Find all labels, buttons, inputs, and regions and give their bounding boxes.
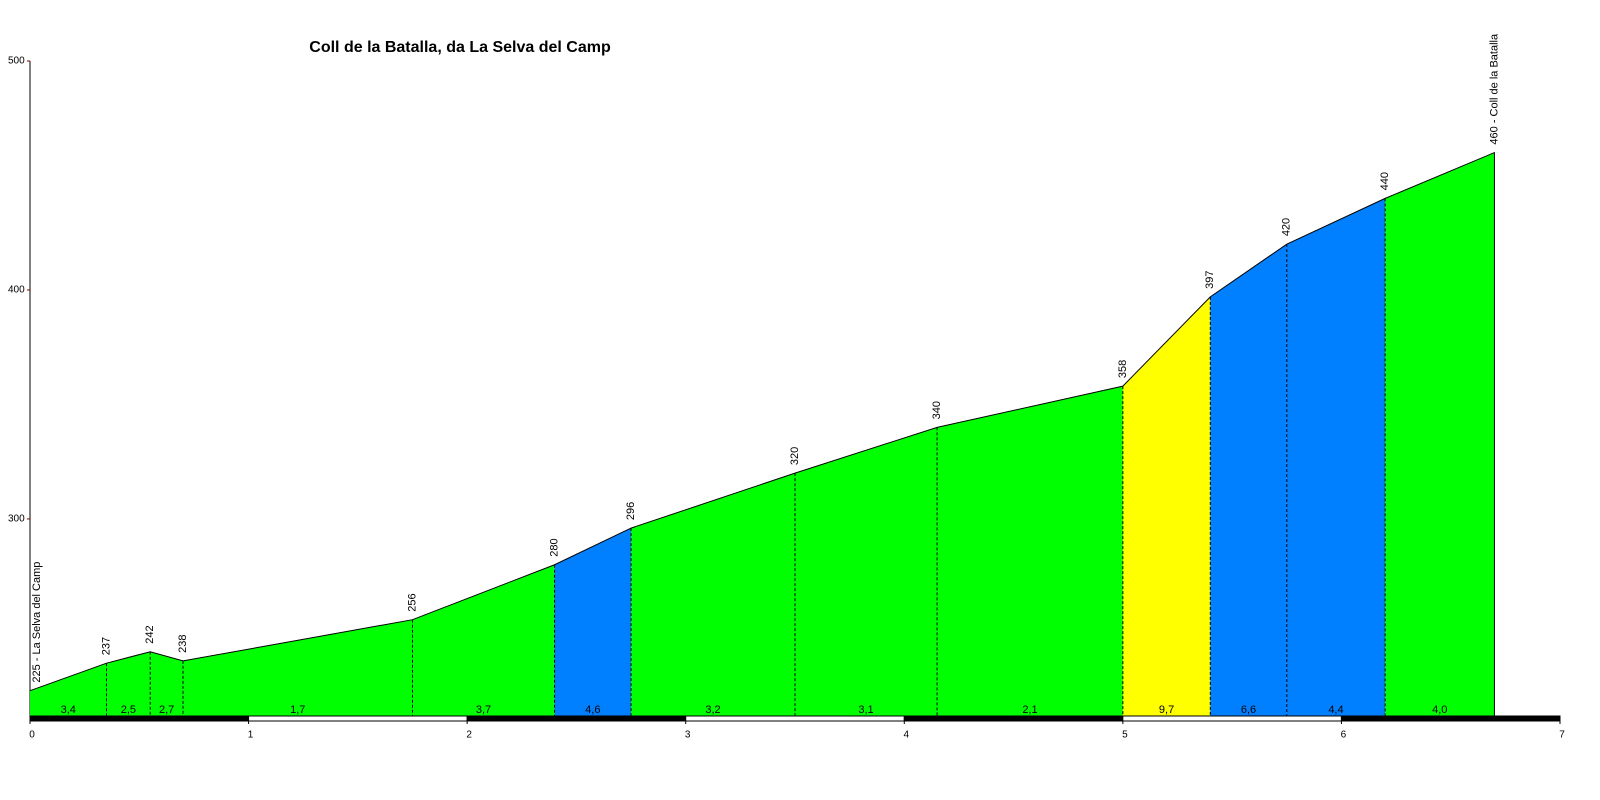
km-bar	[903, 715, 1124, 722]
elevation-label: 460 - Coll de la Batalla	[1488, 33, 1500, 145]
km-bar	[248, 715, 468, 722]
elevation-label: 225 - La Selva del Camp	[31, 562, 43, 683]
chart-title: Coll de la Batalla, da La Selva del Camp	[309, 39, 611, 56]
km-bar	[29, 715, 250, 722]
x-tick-label: 1	[248, 730, 254, 741]
y-tick-label: 400	[8, 285, 25, 296]
x-tick-label: 5	[1122, 730, 1128, 741]
grade-label: 4,6	[585, 704, 600, 716]
elevation-label: 397	[1204, 270, 1216, 288]
y-tick-label: 300	[8, 514, 25, 525]
elevation-label: 280	[548, 538, 560, 556]
segment	[1286, 198, 1386, 717]
grade-label: 3,7	[476, 704, 491, 716]
elevation-label: 256	[406, 593, 418, 611]
elevation-label: 440	[1379, 172, 1391, 190]
grade-label: 2,7	[159, 704, 174, 716]
grade-label: 4,0	[1432, 704, 1447, 716]
segment	[30, 663, 107, 717]
segment	[795, 427, 938, 717]
elevation-label: 358	[1117, 360, 1129, 378]
grade-label: 3,1	[858, 704, 873, 716]
elevation-label: 296	[625, 502, 637, 520]
grade-label: 9,7	[1159, 704, 1174, 716]
segment	[150, 651, 183, 717]
km-bar	[466, 715, 687, 722]
x-tick-label: 4	[904, 730, 910, 741]
segment	[106, 651, 151, 717]
segment	[554, 528, 632, 717]
grade-label: 4,4	[1328, 704, 1343, 716]
segment	[183, 619, 413, 717]
grade-label: 1,7	[290, 704, 305, 716]
elevation-label: 320	[789, 447, 801, 465]
x-tick-label: 2	[466, 730, 472, 741]
elevation-label: 420	[1281, 218, 1293, 236]
elevation-label: 340	[931, 401, 943, 419]
segment	[1122, 296, 1211, 717]
elevation-label: 237	[100, 637, 112, 655]
y-tick-label: 500	[8, 56, 25, 67]
grade-label: 3,4	[61, 704, 76, 716]
x-tick-label: 7	[1559, 730, 1565, 741]
grade-label: 3,2	[705, 704, 720, 716]
segment	[412, 564, 555, 717]
x-tick-label: 3	[685, 730, 691, 741]
segment	[1210, 244, 1287, 717]
x-tick-label: 6	[1341, 730, 1347, 741]
km-bar	[685, 715, 905, 722]
grade-label: 2,1	[1022, 704, 1037, 716]
segment	[937, 386, 1123, 717]
elevation-label: 238	[177, 635, 189, 653]
km-bar	[1340, 715, 1561, 722]
grade-label: 2,5	[121, 704, 136, 716]
km-bar	[1122, 715, 1342, 722]
elevation-label: 242	[144, 625, 156, 643]
segment	[631, 473, 795, 717]
segment	[1385, 152, 1495, 717]
x-tick-label: 0	[29, 730, 35, 741]
grade-label: 6,6	[1241, 704, 1256, 716]
